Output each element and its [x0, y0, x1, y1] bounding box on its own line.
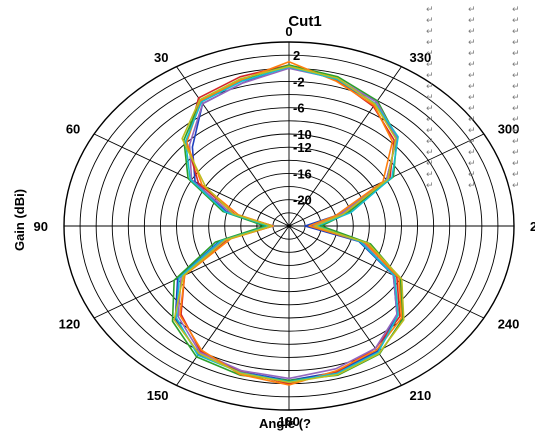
- paragraph-mark: ↵: [468, 16, 476, 26]
- paragraph-mark: ↵: [512, 16, 520, 26]
- paragraph-mark: ↵: [512, 82, 520, 92]
- paragraph-mark: ↵: [426, 181, 434, 191]
- grid-spoke: [176, 66, 290, 227]
- paragraph-mark: ↵: [426, 5, 434, 15]
- angle-tick-label: 300: [498, 122, 520, 137]
- paragraph-mark: ↵: [468, 126, 476, 136]
- paragraph-mark: ↵: [426, 104, 434, 114]
- angle-tick-labels: 0 30 60 90 120 150 180 210 240 270 300 330: [34, 24, 535, 429]
- paragraph-mark: ↵: [426, 38, 434, 48]
- angle-tick-label: 60: [66, 122, 80, 137]
- paragraph-mark: ↵: [426, 137, 434, 147]
- paragraph-mark: ↵: [468, 49, 476, 59]
- paragraph-mark: ↵: [512, 71, 520, 81]
- angle-tick-label: 210: [410, 388, 432, 403]
- paragraph-mark: ↵: [468, 38, 476, 48]
- paragraph-mark: ↵: [512, 104, 520, 114]
- paragraph-mark: ↵: [468, 5, 476, 15]
- paragraph-mark: ↵: [512, 38, 520, 48]
- paragraph-mark: ↵: [468, 148, 476, 158]
- radial-tick-label: -6: [293, 101, 305, 116]
- chart-title: Cut1: [288, 13, 321, 30]
- grid-spoke: [288, 225, 402, 386]
- angle-tick-label: 240: [498, 317, 520, 332]
- angle-tick-label: 120: [59, 317, 81, 332]
- paragraph-mark: ↵: [426, 16, 434, 26]
- paragraph-mark: ↵: [426, 148, 434, 158]
- angle-tick-label: 270: [530, 219, 535, 234]
- paragraph-mark: ↵: [426, 60, 434, 70]
- paragraph-mark: ↵: [426, 93, 434, 103]
- angle-tick-label: 330: [410, 50, 432, 65]
- paragraph-mark: ↵: [512, 126, 520, 136]
- angle-tick-label: 30: [154, 50, 168, 65]
- paragraph-mark: ↵: [426, 170, 434, 180]
- paragraph-mark: ↵: [468, 82, 476, 92]
- paragraph-mark: ↵: [468, 60, 476, 70]
- paragraph-mark: ↵: [468, 159, 476, 169]
- paragraph-mark: ↵: [426, 27, 434, 37]
- polar-grid: [63, 41, 515, 411]
- radial-tick-label: -12: [293, 140, 312, 155]
- paragraph-mark: ↵: [468, 93, 476, 103]
- angle-tick-label: 150: [147, 388, 169, 403]
- paragraph-mark: ↵: [426, 82, 434, 92]
- angle-tick-label: 180: [278, 414, 300, 429]
- grid-spoke: [288, 225, 485, 319]
- paragraph-mark: ↵: [468, 170, 476, 180]
- series-layer: [171, 60, 405, 386]
- radial-tick-label: -2: [293, 74, 305, 89]
- grid-spoke: [93, 225, 290, 319]
- paragraph-mark: ↵: [426, 115, 434, 125]
- radial-tick-labels: 2 -2 -6 -10-12 -16 -20: [293, 48, 312, 208]
- series-line-7: [173, 65, 405, 384]
- series-line-5: [179, 60, 403, 386]
- paragraph-mark: ↵: [512, 148, 520, 158]
- paragraph-mark: ↵: [512, 159, 520, 169]
- x-axis-label: Angle (?: [259, 416, 311, 431]
- series-line-3: [171, 64, 404, 382]
- radial-tick-label: 2: [293, 48, 300, 63]
- paragraph-mark: ↵: [426, 71, 434, 81]
- paragraph-mark: ↵: [426, 126, 434, 136]
- paragraph-mark: ↵: [468, 27, 476, 37]
- paragraph-mark: ↵: [468, 137, 476, 147]
- radial-tick-label: -16: [293, 166, 312, 181]
- paragraph-mark: ↵: [512, 27, 520, 37]
- paragraph-mark: ↵: [512, 49, 520, 59]
- radial-tick-label: -10: [293, 127, 312, 142]
- paragraph-mark: ↵: [468, 71, 476, 81]
- paragraph-mark: ↵: [468, 181, 476, 191]
- paragraph-mark: ↵: [512, 5, 520, 15]
- y-axis-label: Gain (dBi): [12, 189, 27, 251]
- paragraph-mark: ↵: [426, 49, 434, 59]
- angle-tick-label: 90: [34, 219, 48, 234]
- paragraph-mark: ↵: [512, 93, 520, 103]
- paragraph-mark: ↵: [512, 170, 520, 180]
- angle-tick-label: 0: [285, 24, 292, 39]
- radial-tick-label: -20: [293, 193, 312, 208]
- paragraph-mark: ↵: [468, 115, 476, 125]
- paragraph-mark: ↵: [512, 137, 520, 147]
- paragraph-mark: ↵: [426, 159, 434, 169]
- editor-paragraph-marks: ↵ ↵ ↵↵ ↵ ↵↵ ↵ ↵↵ ↵ ↵↵ ↵ ↵↵ ↵ ↵↵ ↵ ↵↵ ↵ ↵↵ ↵ ↵↵ ↵ ↵↵ ↵ ↵↵ ↵ ↵↵ ↵ ↵↵…: [426, 5, 520, 191]
- paragraph-mark: ↵: [512, 181, 520, 191]
- grid-spoke: [288, 66, 402, 227]
- paragraph-mark: ↵: [468, 104, 476, 114]
- grid-spoke: [176, 225, 290, 386]
- paragraph-mark: ↵: [512, 115, 520, 125]
- paragraph-mark: ↵: [512, 60, 520, 70]
